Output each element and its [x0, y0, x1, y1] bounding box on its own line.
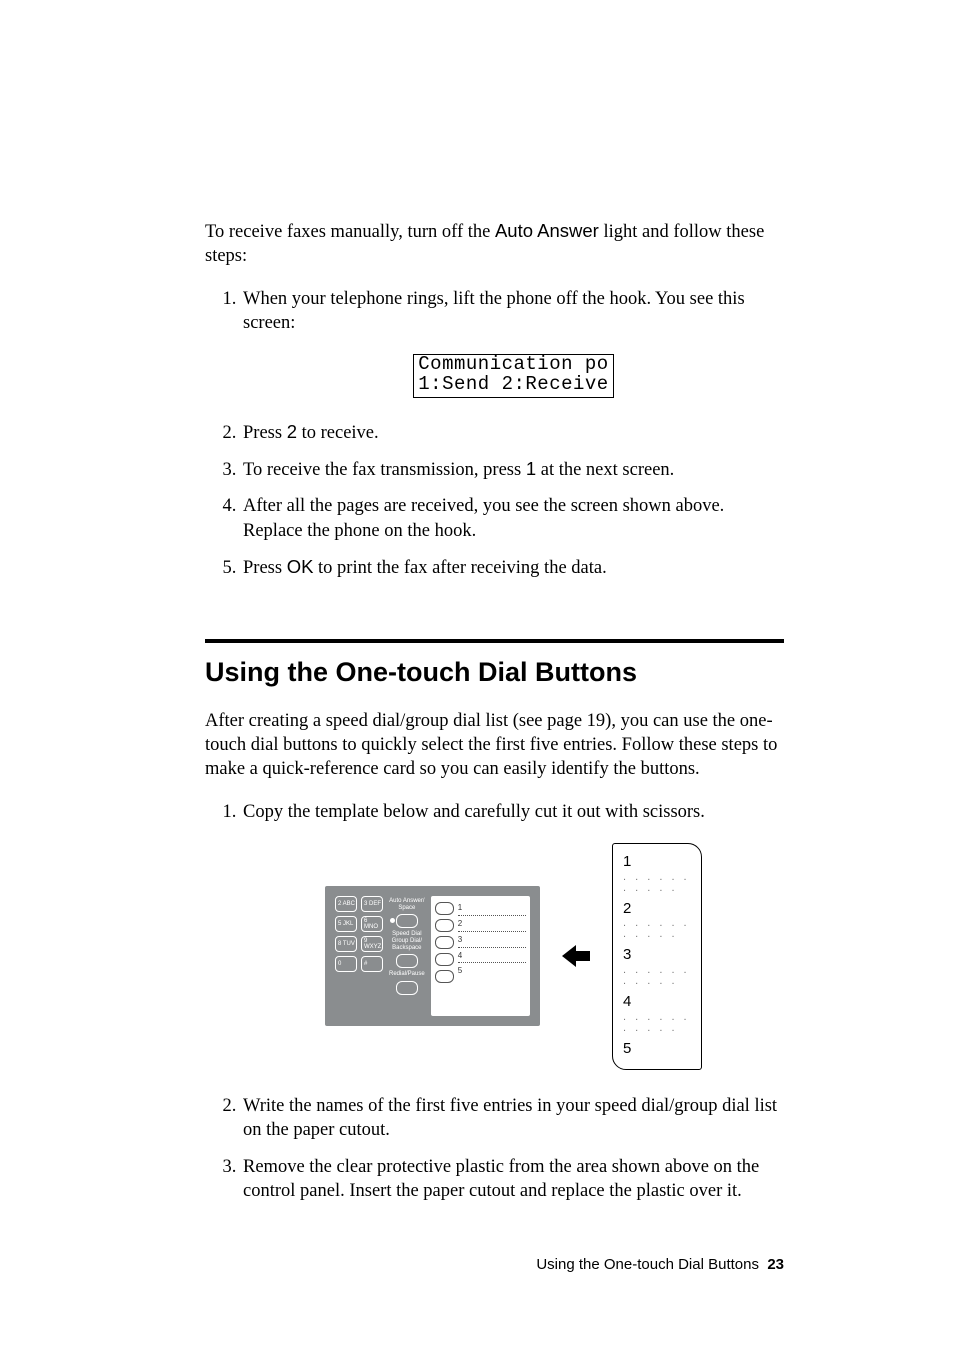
button-speed-dial [396, 954, 418, 968]
intro-paragraph: To receive faxes manually, turn off the … [205, 219, 784, 269]
one-touch-num-1: 1 [458, 900, 526, 916]
key-hash: # [361, 956, 383, 972]
step-a5-post: to print the fax after receiving the dat… [313, 558, 606, 578]
cutout-4: 4 [623, 990, 691, 1012]
footer-page-number: 23 [767, 1256, 784, 1273]
one-touch-button-4 [435, 953, 454, 966]
button-redial [396, 981, 418, 995]
step-a3-pre: To receive the fax transmission, press [243, 460, 526, 480]
step-a2: Press 2 to receive. [241, 420, 784, 445]
keypad: 2 ABC 3 DEF 5 JKL 6 MNO 8 TUV 9 WXYZ 0 # [335, 896, 383, 1016]
one-touch-button-2 [435, 919, 454, 932]
section-paragraph: After creating a speed dial/group dial l… [205, 709, 784, 782]
section-heading: Using the One-touch Dial Buttons [205, 655, 784, 691]
panel-mid-column: Auto Answer/ Space Speed Dial Group Dial… [389, 896, 425, 1016]
key-5: 5 JKL [335, 916, 357, 932]
lcd-wrap: Communication po 1:Send 2:Receive [243, 354, 784, 398]
one-touch-num-3: 3 [458, 932, 526, 948]
steps-section-a: When your telephone rings, lift the phon… [205, 287, 784, 581]
cutout-dots-4: . . . . . . . . . . . [623, 1012, 691, 1037]
step-b2: Write the names of the first five entrie… [241, 1094, 784, 1143]
section-rule [205, 639, 784, 643]
key-8: 8 TUV [335, 936, 357, 952]
arrow-icon [562, 943, 590, 969]
one-touch-button-1 [435, 902, 454, 915]
step-a5-key: OK [287, 556, 314, 577]
one-touch-list-area: 1 2 3 4 5 [431, 896, 530, 1016]
document-page: To receive faxes manually, turn off the … [0, 0, 954, 1365]
one-touch-button-3 [435, 936, 454, 949]
label-speed-dial: Speed Dial Group Dial/ Backspace [392, 931, 422, 951]
one-touch-num-5: 5 [458, 963, 526, 978]
one-touch-num-4: 4 [458, 948, 526, 964]
step-a5: Press OK to print the fax after receivin… [241, 555, 784, 580]
cutout-5: 5 [623, 1037, 691, 1059]
steps-section-b: Copy the template below and carefully cu… [205, 800, 784, 1203]
key-2: 2 ABC [335, 896, 357, 912]
key-3: 3 DEF [361, 896, 383, 912]
page-footer: Using the One-touch Dial Buttons 23 [205, 1255, 784, 1275]
step-a4: After all the pages are received, you se… [241, 494, 784, 543]
footer-title: Using the One-touch Dial Buttons [536, 1256, 759, 1273]
control-panel-figure: 2 ABC 3 DEF 5 JKL 6 MNO 8 TUV 9 WXYZ 0 #… [325, 886, 540, 1026]
one-touch-pills [435, 900, 454, 1014]
step-b1: Copy the template below and carefully cu… [241, 800, 784, 1069]
label-auto-answer: Auto Answer/ Space [389, 898, 424, 911]
step-a2-post: to receive. [297, 423, 379, 443]
step-a2-key: 2 [287, 421, 297, 442]
intro-auto-answer: Auto Answer [495, 220, 599, 241]
step-a5-pre: Press [243, 558, 287, 578]
key-6: 6 MNO [361, 916, 383, 932]
button-auto-answer [396, 914, 418, 928]
step-b3: Remove the clear protective plastic from… [241, 1155, 784, 1204]
one-touch-num-2: 2 [458, 916, 526, 932]
step-a1: When your telephone rings, lift the phon… [241, 287, 784, 398]
lcd-screen: Communication po 1:Send 2:Receive [413, 354, 613, 398]
step-a3-key: 1 [526, 458, 536, 479]
figure-row: 2 ABC 3 DEF 5 JKL 6 MNO 8 TUV 9 WXYZ 0 #… [243, 843, 784, 1070]
cutout-dots-3: . . . . . . . . . . . [623, 965, 691, 990]
key-0: 0 [335, 956, 357, 972]
step-a3: To receive the fax transmission, press 1… [241, 457, 784, 482]
lcd-line2: 1:Send 2:Receive [418, 373, 608, 395]
label-redial: Redial/Pause [389, 971, 425, 978]
cutout-2: 2 [623, 897, 691, 919]
step-a3-post: at the next screen. [536, 460, 674, 480]
step-b1-text: Copy the template below and carefully cu… [243, 802, 705, 822]
cutout-3: 3 [623, 943, 691, 965]
cutout-template: 1 . . . . . . . . . . . 2 . . . . . . . … [612, 843, 702, 1070]
cutout-1: 1 [623, 850, 691, 872]
cutout-dots-2: . . . . . . . . . . . [623, 918, 691, 943]
key-9: 9 WXYZ [361, 936, 383, 952]
one-touch-numbers: 1 2 3 4 5 [458, 900, 526, 1014]
cutout-dots-1: . . . . . . . . . . . [623, 872, 691, 897]
intro-pre: To receive faxes manually, turn off the [205, 222, 495, 242]
step-a2-pre: Press [243, 423, 287, 443]
lcd-line1: Communication po [418, 353, 608, 375]
one-touch-button-5 [435, 970, 454, 983]
step-a1-text: When your telephone rings, lift the phon… [243, 289, 745, 333]
